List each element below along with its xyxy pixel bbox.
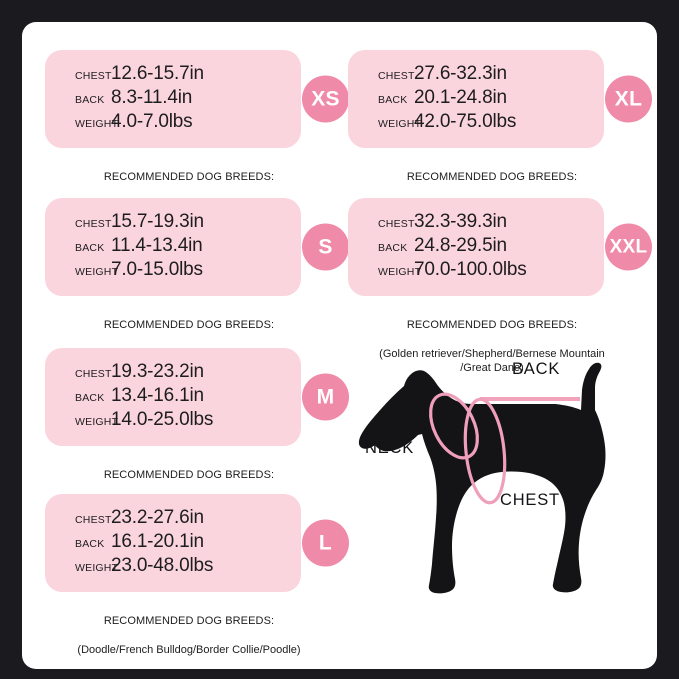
row-value-weight: 42.0-75.0lbs [414,111,517,132]
row-value-chest: 27.6-32.3in [414,63,507,84]
size-card: CHEST 19.3-23.2in BACK 13.4-16.1in WEIGH… [45,348,349,446]
measurement-row-back: BACK 16.1-20.1in [45,531,301,555]
breeds-heading: RECOMMENDED DOG BREEDS: [103,318,275,331]
row-value-back: 24.8-29.5in [414,235,507,256]
breeds-heading: RECOMMENDED DOG BREEDS: [406,170,578,183]
row-label-weight: WEIGHT [75,416,119,428]
size-card: CHEST 27.6-32.3in BACK 20.1-24.8in WEIGH… [348,50,652,148]
row-label-back: BACK [75,392,105,404]
measurement-row-back: BACK 13.4-16.1in [45,385,301,409]
row-value-back: 11.4-13.4in [111,235,203,256]
size-badge-xxl: XXL [605,223,652,271]
row-value-back: 16.1-20.1in [111,531,204,552]
neck-measure-loop [429,392,479,460]
row-value-chest: 32.3-39.3in [414,211,507,232]
row-label-back: BACK [378,94,408,106]
measurement-row-chest: CHEST 23.2-27.6in [45,507,301,531]
measurement-row-chest: CHEST 32.3-39.3in [348,211,604,235]
row-value-chest: 15.7-19.3in [111,211,204,232]
breeds-heading: RECOMMENDED DOG BREEDS: [103,170,275,183]
row-value-weight: 70.0-100.0lbs [414,259,527,280]
size-badge-l: L [302,519,349,567]
chest-label: CHEST [500,491,560,509]
measurement-row-back: BACK 20.1-24.8in [348,87,604,111]
row-value-chest: 12.6-15.7in [111,63,204,84]
size-block-xxl: CHEST 32.3-39.3in BACK 24.8-29.5in WEIGH… [348,198,652,376]
row-value-chest: 19.3-23.2in [111,361,204,382]
size-card: CHEST 15.7-19.3in BACK 11.4-13.4in WEIGH… [45,198,349,296]
dog-silhouette-shape [358,362,606,594]
row-label-back: BACK [75,538,105,550]
row-label-chest: CHEST [378,70,415,82]
size-badge-xs: XS [302,75,349,123]
row-label-weight: WEIGHT [75,266,119,278]
row-value-back: 8.3-11.4in [111,87,193,108]
size-card: CHEST 12.6-15.7in BACK 8.3-11.4in WEIGHT… [45,50,349,148]
row-label-chest: CHEST [75,218,112,230]
recommended-breeds-xxl: RECOMMENDED DOG BREEDS: (Golden retrieve… [348,303,636,376]
row-value-chest: 23.2-27.6in [111,507,204,528]
row-label-back: BACK [75,94,105,106]
size-block-s: CHEST 15.7-19.3in BACK 11.4-13.4in WEIGH… [45,198,349,361]
back-label: BACK [512,360,561,378]
measurement-row-weight: WEIGHT 4.0-7.0lbs [45,111,301,135]
row-label-chest: CHEST [75,70,112,82]
row-label-chest: CHEST [378,218,415,230]
measurement-row-weight: WEIGHT 70.0-100.0lbs [348,259,604,283]
size-chart-panel: CHEST 12.6-15.7in BACK 8.3-11.4in WEIGHT… [22,22,657,669]
breeds-list: (Golden retriever/Shepherd/Bernese Mount… [379,347,605,375]
breeds-heading: RECOMMENDED DOG BREEDS: [103,468,275,481]
size-card: CHEST 32.3-39.3in BACK 24.8-29.5in WEIGH… [348,198,652,296]
row-label-back: BACK [378,242,408,254]
measurement-row-chest: CHEST 19.3-23.2in [45,361,301,385]
dog-measurement-diagram: BACK NECK CHEST [352,338,652,603]
row-value-weight: 7.0-15.0lbs [111,259,203,280]
chest-measure-loop [463,397,507,505]
row-value-back: 20.1-24.8in [414,87,507,108]
row-value-weight: 23.0-48.0lbs [111,555,214,576]
neck-label: NECK [365,439,415,457]
measurement-row-chest: CHEST 15.7-19.3in [45,211,301,235]
measurement-row-weight: WEIGHT 7.0-15.0lbs [45,259,301,283]
row-value-weight: 4.0-7.0lbs [111,111,193,132]
measurement-row-back: BACK 24.8-29.5in [348,235,604,259]
measurement-row-back: BACK 11.4-13.4in [45,235,301,259]
breeds-heading: RECOMMENDED DOG BREEDS: [406,318,578,331]
measurement-row-chest: CHEST 27.6-32.3in [348,63,604,87]
measurement-row-back: BACK 8.3-11.4in [45,87,301,111]
breeds-list: (Doodle/French Bulldog/Border Collie/Poo… [77,643,301,656]
size-badge-s: S [302,223,349,271]
measurement-row-weight: WEIGHT 42.0-75.0lbs [348,111,604,135]
size-block-m: CHEST 19.3-23.2in BACK 13.4-16.1in WEIGH… [45,348,349,511]
size-block-l: CHEST 23.2-27.6in BACK 16.1-20.1in WEIGH… [45,494,349,657]
measurement-row-weight: WEIGHT 14.0-25.0lbs [45,409,301,433]
row-value-weight: 14.0-25.0lbs [111,409,214,430]
row-label-weight: WEIGHT [378,118,422,130]
size-badge-m: M [302,373,349,421]
row-label-weight: WEIGHT [75,562,119,574]
size-block-xl: CHEST 27.6-32.3in BACK 20.1-24.8in WEIGH… [348,50,652,213]
recommended-breeds-l: RECOMMENDED DOG BREEDS: (Doodle/French B… [45,599,333,657]
size-badge-xl: XL [605,75,652,123]
breeds-heading: RECOMMENDED DOG BREEDS: [103,614,275,627]
size-block-xs: CHEST 12.6-15.7in BACK 8.3-11.4in WEIGHT… [45,50,349,213]
row-label-weight: WEIGHT [378,266,422,278]
row-label-weight: WEIGHT [75,118,119,130]
row-label-chest: CHEST [75,368,112,380]
row-value-back: 13.4-16.1in [111,385,204,406]
measurement-row-chest: CHEST 12.6-15.7in [45,63,301,87]
row-label-back: BACK [75,242,105,254]
row-label-chest: CHEST [75,514,112,526]
measurement-row-weight: WEIGHT 23.0-48.0lbs [45,555,301,579]
size-card: CHEST 23.2-27.6in BACK 16.1-20.1in WEIGH… [45,494,349,592]
